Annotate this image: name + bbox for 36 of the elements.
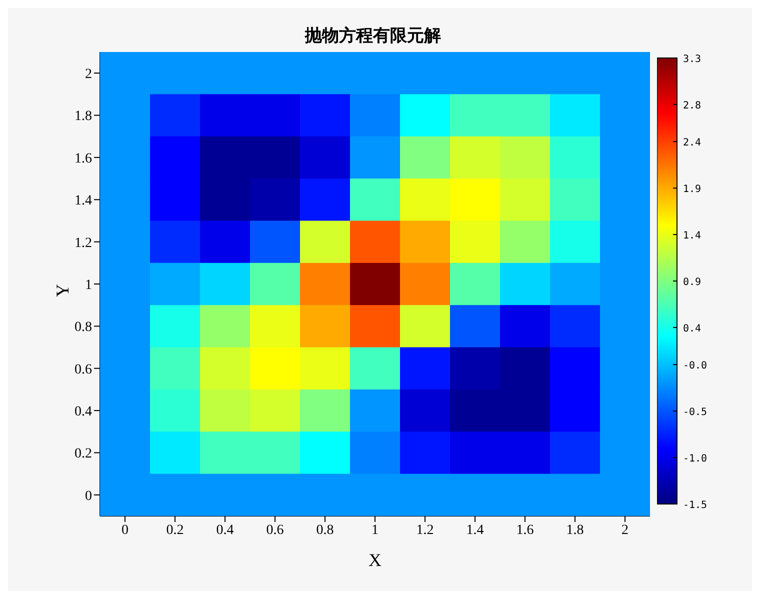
y-tick-label: 1 bbox=[85, 278, 92, 293]
color-bar-label: -0.0 bbox=[683, 360, 708, 372]
x-tick-label: 0.6 bbox=[266, 522, 284, 538]
y-tick-label: 1.6 bbox=[74, 151, 92, 166]
y-tick-label: 1.4 bbox=[74, 194, 92, 209]
color-bar-label: -1.0 bbox=[683, 454, 708, 465]
x-tick-label: 1.8 bbox=[566, 522, 584, 538]
x-tick-label: 1 bbox=[372, 522, 378, 538]
x-tick-label: 0.2 bbox=[166, 522, 184, 538]
x-axis-title: X bbox=[368, 550, 382, 570]
color-bar-label: 0.4 bbox=[683, 323, 702, 334]
y-tick-label: 2 bbox=[85, 67, 92, 82]
color-bar-label: 1.9 bbox=[683, 184, 702, 196]
color-bar-label: 0.9 bbox=[683, 277, 702, 288]
y-tick-label: 1.2 bbox=[74, 236, 92, 251]
y-tick-label: 0.8 bbox=[74, 320, 92, 336]
y-tick-label: 0.4 bbox=[74, 404, 92, 420]
y-tick-label: 0.2 bbox=[74, 446, 92, 462]
y-tick-label: 0 bbox=[85, 488, 92, 504]
color-bar-label: -1.5 bbox=[683, 500, 708, 511]
x-tick-label: 1.2 bbox=[416, 522, 434, 538]
chart-title: 抛物方程有限元解 bbox=[304, 25, 442, 47]
y-axis-title: Y bbox=[52, 284, 72, 297]
color-bar-label: 2.4 bbox=[683, 138, 702, 149]
x-tick-label: 0.4 bbox=[216, 522, 234, 538]
x-tick-label: 1.4 bbox=[466, 522, 484, 538]
color-bar-label: -0.5 bbox=[683, 407, 708, 418]
color-bar-label: 2.8 bbox=[683, 100, 702, 112]
x-tick-label: 0 bbox=[122, 522, 128, 538]
y-tick-label: 0.6 bbox=[74, 362, 92, 378]
color-bar-label: 3.3 bbox=[683, 54, 702, 65]
x-tick-label: 2 bbox=[622, 522, 628, 538]
color-bar-label: 1.4 bbox=[683, 230, 702, 242]
y-tick-label: 1.8 bbox=[74, 109, 92, 124]
x-tick-label: 1.6 bbox=[516, 522, 534, 538]
x-tick-label: 0.8 bbox=[316, 522, 334, 538]
